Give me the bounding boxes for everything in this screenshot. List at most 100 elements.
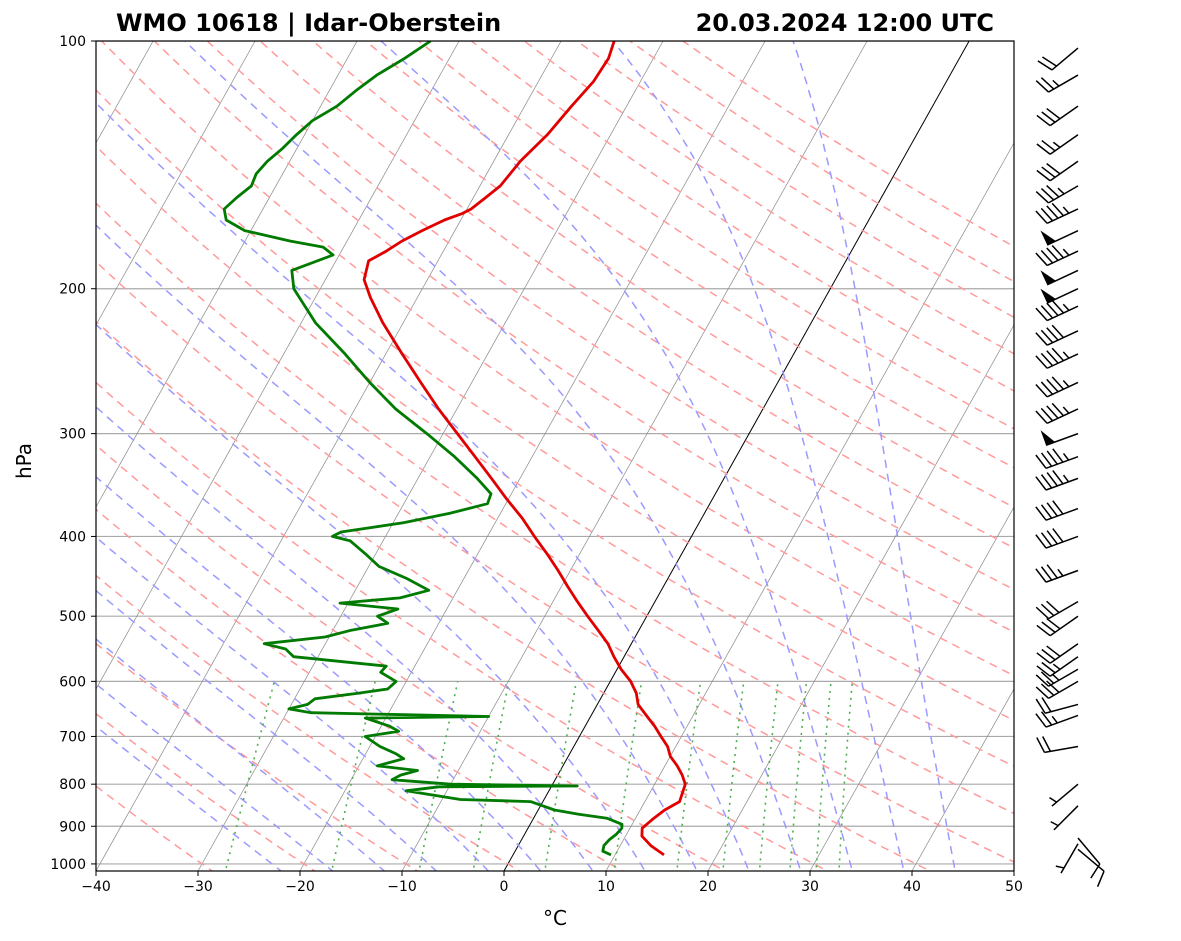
- barb-full: [1051, 347, 1065, 362]
- barb-full: [1035, 383, 1048, 398]
- barb-full: [1046, 163, 1061, 175]
- wind-barb: [1035, 347, 1079, 369]
- barb-staff: [1044, 703, 1079, 714]
- barb-flag: [1040, 430, 1056, 446]
- wind-barb: [1035, 244, 1079, 267]
- barb-full: [1040, 504, 1053, 519]
- y-tick-label: 1000: [50, 857, 86, 873]
- wind-barb: [1036, 643, 1079, 664]
- wind-barb: [1035, 448, 1079, 470]
- barb-full: [1037, 60, 1053, 71]
- dry-adiabat-line: [96, 642, 419, 871]
- dry-adiabat-line: [96, 89, 1014, 722]
- moist-adiabat-line: [184, 41, 802, 871]
- wind-barbs: [1035, 47, 1105, 887]
- mixing-ratio-line: [543, 681, 578, 871]
- wind-barb: [1035, 300, 1079, 322]
- wind-barb: [1049, 783, 1079, 807]
- barb-half: [1057, 568, 1064, 577]
- moist-adiabat-line: [792, 41, 956, 871]
- barb-staff: [1045, 477, 1079, 491]
- x-tick-label: 40: [903, 879, 921, 895]
- barb-full: [1040, 250, 1054, 264]
- mixing-ratio-line: [758, 681, 779, 871]
- barb-full: [1052, 528, 1064, 543]
- wind-barb: [1035, 74, 1079, 93]
- barb-full: [1040, 671, 1055, 684]
- moist-adiabat-line: [612, 41, 905, 871]
- dry-adiabat-line: [96, 444, 727, 871]
- dewpoint-line: [222, 41, 624, 857]
- barb-full: [1035, 713, 1047, 728]
- wind-barb: [1035, 680, 1079, 700]
- barb-full: [1051, 300, 1065, 314]
- barb-half: [1062, 474, 1070, 483]
- barb-full: [1041, 661, 1056, 674]
- mixing-ratio-line: [472, 681, 510, 871]
- y-tick-label: 800: [59, 777, 86, 793]
- moist-adiabat-line: [96, 323, 646, 871]
- x-tick-label: −40: [81, 879, 111, 895]
- moist-adiabat-line: [96, 536, 490, 871]
- barb-full: [1041, 697, 1052, 713]
- wind-barb: [1035, 697, 1079, 714]
- axes: −40 −30 −20 −10 0 10 20 30 40 50 1000 900 800 700 600 5…: [50, 34, 1023, 895]
- wind-barb: [1035, 668, 1079, 687]
- barb-half: [1062, 303, 1070, 311]
- wind-barb: [1040, 269, 1079, 286]
- barb-full: [1040, 77, 1055, 90]
- isotherm-line: [197, 41, 664, 871]
- dry-adiabat-line: [96, 574, 522, 871]
- barb-full: [1046, 530, 1058, 545]
- dry-adiabat-line: [417, 41, 1014, 430]
- barb-full: [1035, 307, 1048, 322]
- barb-staff: [1045, 507, 1079, 521]
- dry-adiabat-line: [100, 41, 1014, 677]
- wind-barb: [1036, 736, 1079, 754]
- wind-barb: [1035, 711, 1079, 728]
- barb-staff: [1045, 535, 1079, 549]
- barb-full: [1035, 80, 1050, 93]
- barb-full: [1036, 143, 1051, 155]
- dry-adiabat-line: [96, 145, 1014, 768]
- barb-full: [1041, 648, 1056, 661]
- barb-full: [1051, 402, 1065, 417]
- x-tick-label: 10: [597, 879, 615, 895]
- wind-barb: [1040, 229, 1079, 246]
- wind-barb: [1035, 202, 1079, 225]
- barb-full: [1046, 564, 1058, 579]
- x-tick-label: 50: [1005, 879, 1023, 895]
- title-datetime: 20.03.2024 12:00 UTC: [696, 9, 994, 37]
- barb-staff: [1077, 848, 1105, 872]
- moist-adiabat-line: [96, 589, 438, 871]
- barb-half: [1050, 821, 1059, 827]
- barb-staff: [1045, 569, 1079, 583]
- barb-full: [1040, 452, 1053, 467]
- barb-staff: [1049, 615, 1079, 637]
- mixing-ratio-line: [418, 681, 459, 871]
- temperature-line: [362, 41, 687, 857]
- isotherm-line: [401, 41, 868, 871]
- barb-full: [1036, 114, 1051, 127]
- barb-half: [1055, 865, 1065, 869]
- dry-adiabat-line: [96, 712, 317, 871]
- barb-full: [1035, 698, 1046, 714]
- y-tick-label: 700: [59, 729, 86, 745]
- isotherm-line: [911, 688, 1014, 871]
- barb-full: [1046, 450, 1058, 465]
- barb-full: [1052, 500, 1064, 515]
- y-tick-label: 500: [59, 609, 86, 625]
- plot-frame: [95, 40, 1015, 872]
- barb-half: [1051, 715, 1058, 724]
- barb-full: [1046, 327, 1059, 341]
- barb-full: [1041, 166, 1056, 178]
- dry-adiabat-line: [96, 320, 932, 871]
- barb-full: [1036, 169, 1051, 182]
- x-tick-label: −30: [183, 879, 213, 895]
- isotherm-line: [96, 41, 460, 690]
- barb-full: [1040, 474, 1053, 489]
- barb-half: [1062, 248, 1070, 256]
- wind-barb: [1055, 843, 1079, 874]
- barb-full: [1052, 470, 1064, 485]
- background-lines: [96, 41, 1014, 871]
